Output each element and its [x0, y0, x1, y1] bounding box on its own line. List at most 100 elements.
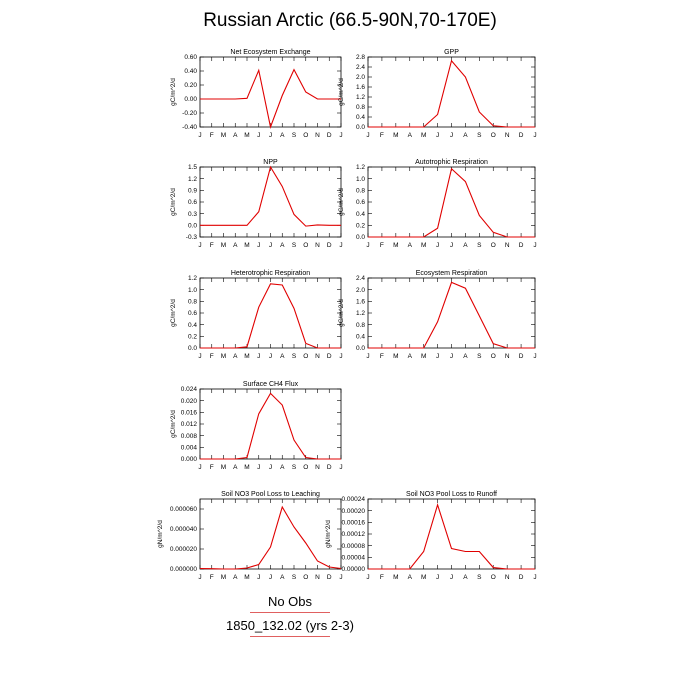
panel-6-xtick-label: N	[505, 353, 510, 360]
panel-2-frame	[367, 56, 536, 128]
panel-5-xtick-label: A	[233, 353, 238, 360]
panel-9-series-line	[368, 502, 535, 570]
panel-8-xtick-label: D	[327, 574, 332, 581]
panel-1-xtick-label: J	[269, 132, 272, 139]
panel-6-ytick-label: 0.4	[356, 334, 365, 341]
panel-8-xtick-label: J	[257, 574, 260, 581]
panel-4-xtick-label: M	[421, 242, 426, 249]
panel-8-xtick-label: J	[339, 574, 342, 581]
panel-8-title: Soil NO3 Pool Loss to Leaching	[221, 491, 320, 498]
panel-9-ytick-label: 0.00004	[342, 555, 366, 562]
panel-6-xtick-label: A	[408, 353, 413, 360]
panel-5-ytick-label: 0.6	[188, 310, 197, 317]
panel-1-xtick-label: N	[315, 132, 320, 139]
panel-2-ytick-label: 1.2	[356, 94, 365, 101]
panel-7-xtick-label: J	[339, 464, 342, 471]
panel-3-xtick-label: O	[303, 242, 308, 249]
panel-2-xtick-label: D	[519, 132, 524, 139]
panel-8-xtick-label: A	[233, 574, 238, 581]
panel-5-ytick-label: 1.2	[188, 275, 197, 282]
panel-9-xtick-label: O	[491, 574, 496, 581]
panel-7-ytick-label: 0.004	[181, 445, 198, 452]
panel-1-ytick-label: 0.40	[184, 68, 197, 75]
panel-6-series-line	[368, 281, 535, 349]
panel-1-xtick-label: D	[327, 132, 332, 139]
panel-5-xtick-label: D	[327, 353, 332, 360]
panel-1-ytick-label: 0.00	[184, 96, 197, 103]
panel-7-xtick-label: D	[327, 464, 332, 471]
panel-3-ytick-label: 1.2	[188, 176, 197, 183]
panel-7-xtick-label: J	[198, 464, 201, 471]
panel-1-series-line	[200, 68, 341, 129]
panel-6-frame	[367, 277, 536, 349]
panel-6-xtick-label: J	[436, 353, 439, 360]
panel-1-xtick-label: M	[221, 132, 226, 139]
panel-8-xtick-label: S	[292, 574, 297, 581]
panel-3-ytick-label: 1.5	[188, 164, 197, 171]
panel-9-xtick-label: N	[505, 574, 510, 581]
panel-4-title: Autotrophic Respiration	[415, 159, 488, 166]
panel-4-xtick-label: A	[463, 242, 468, 249]
page-title: Russian Arctic (66.5-90N,70-170E)	[203, 10, 497, 31]
panel-5-xtick-label: F	[210, 353, 214, 360]
panel-2-ytick-label: 1.6	[356, 84, 365, 91]
panel-9-xtick-label: F	[380, 574, 384, 581]
panel-8-ytick-label: 0.000000	[170, 566, 197, 573]
panel-8-ytick-label: 0.000040	[170, 526, 197, 533]
panel-3-ytick-label: 0.9	[188, 188, 197, 195]
panel-6-ytick-label: 2.4	[356, 275, 365, 282]
panel-4-xtick-label: O	[491, 242, 496, 249]
panel-8-xtick-label: M	[244, 574, 249, 581]
panel-7-xtick-label: F	[210, 464, 214, 471]
panel-4-xtick-label: J	[450, 242, 453, 249]
panel-1-xtick-label: J	[198, 132, 201, 139]
panel-9-ylabel: gN/m^2/d	[325, 520, 332, 548]
panel-5-xtick-label: J	[257, 353, 260, 360]
panel-2-xtick-label: M	[393, 132, 398, 139]
panel-2-title: GPP	[444, 49, 459, 56]
panel-9-title: Soil NO3 Pool Loss to Runoff	[406, 491, 497, 498]
panel-3-xtick-label: F	[210, 242, 214, 249]
panel-1-ytick-label: -0.20	[182, 110, 197, 117]
panel-9-xtick-label: M	[393, 574, 398, 581]
panel-3-ytick-label: 0.0	[188, 223, 197, 230]
panel-2-xtick-label: F	[380, 132, 384, 139]
panel-7-ytick-label: 0.012	[181, 421, 198, 428]
panel-5-xtick-label: N	[315, 353, 320, 360]
panel-7-xtick-label: N	[315, 464, 320, 471]
panel-5-ytick-label: 0.4	[188, 322, 197, 329]
panel-4-xtick-label: J	[366, 242, 369, 249]
panel-1-xtick-label: M	[244, 132, 249, 139]
panel-6-xtick-label: S	[477, 353, 482, 360]
panel-2-ylabel: gC/m^2/d	[338, 78, 345, 106]
panel-5-xtick-label: J	[198, 353, 201, 360]
panel-8-xtick-label: M	[221, 574, 226, 581]
panel-3-xtick-label: J	[269, 242, 272, 249]
panel-3-xtick-label: J	[257, 242, 260, 249]
panel-9-xtick-label: S	[477, 574, 482, 581]
panel-9-ytick-label: 0.00016	[342, 520, 366, 527]
panel-1-ytick-label: 0.60	[184, 54, 197, 61]
panel-1-xtick-label: A	[233, 132, 238, 139]
panel-2-xtick-label: M	[421, 132, 426, 139]
panel-3-xtick-label: J	[339, 242, 342, 249]
panel-1-ylabel: gC/m^2/d	[170, 78, 177, 106]
panel-3-ytick-label: -0.3	[186, 234, 198, 241]
panel-4-ytick-label: 0.8	[356, 188, 365, 195]
panel-4-ytick-label: 1.0	[356, 176, 365, 183]
panel-5-ytick-label: 0.8	[188, 299, 197, 306]
panel-2-xtick-label: A	[463, 132, 468, 139]
panel-6-ytick-label: 2.0	[356, 287, 365, 294]
panel-5-xtick-label: J	[269, 353, 272, 360]
panel-7-xtick-label: M	[244, 464, 249, 471]
panel-5-xtick-label: S	[292, 353, 297, 360]
panel-2-ytick-label: 0.8	[356, 104, 365, 111]
panel-2-xtick-label: J	[436, 132, 439, 139]
panel-8-xtick-label: J	[198, 574, 201, 581]
panel-5-xtick-label: M	[221, 353, 226, 360]
panel-6-xtick-label: J	[366, 353, 369, 360]
panel-4-ytick-label: 0.6	[356, 199, 365, 206]
panel-1-title: Net Ecosystem Exchange	[230, 49, 310, 56]
panel-6-xtick-label: D	[519, 353, 524, 360]
